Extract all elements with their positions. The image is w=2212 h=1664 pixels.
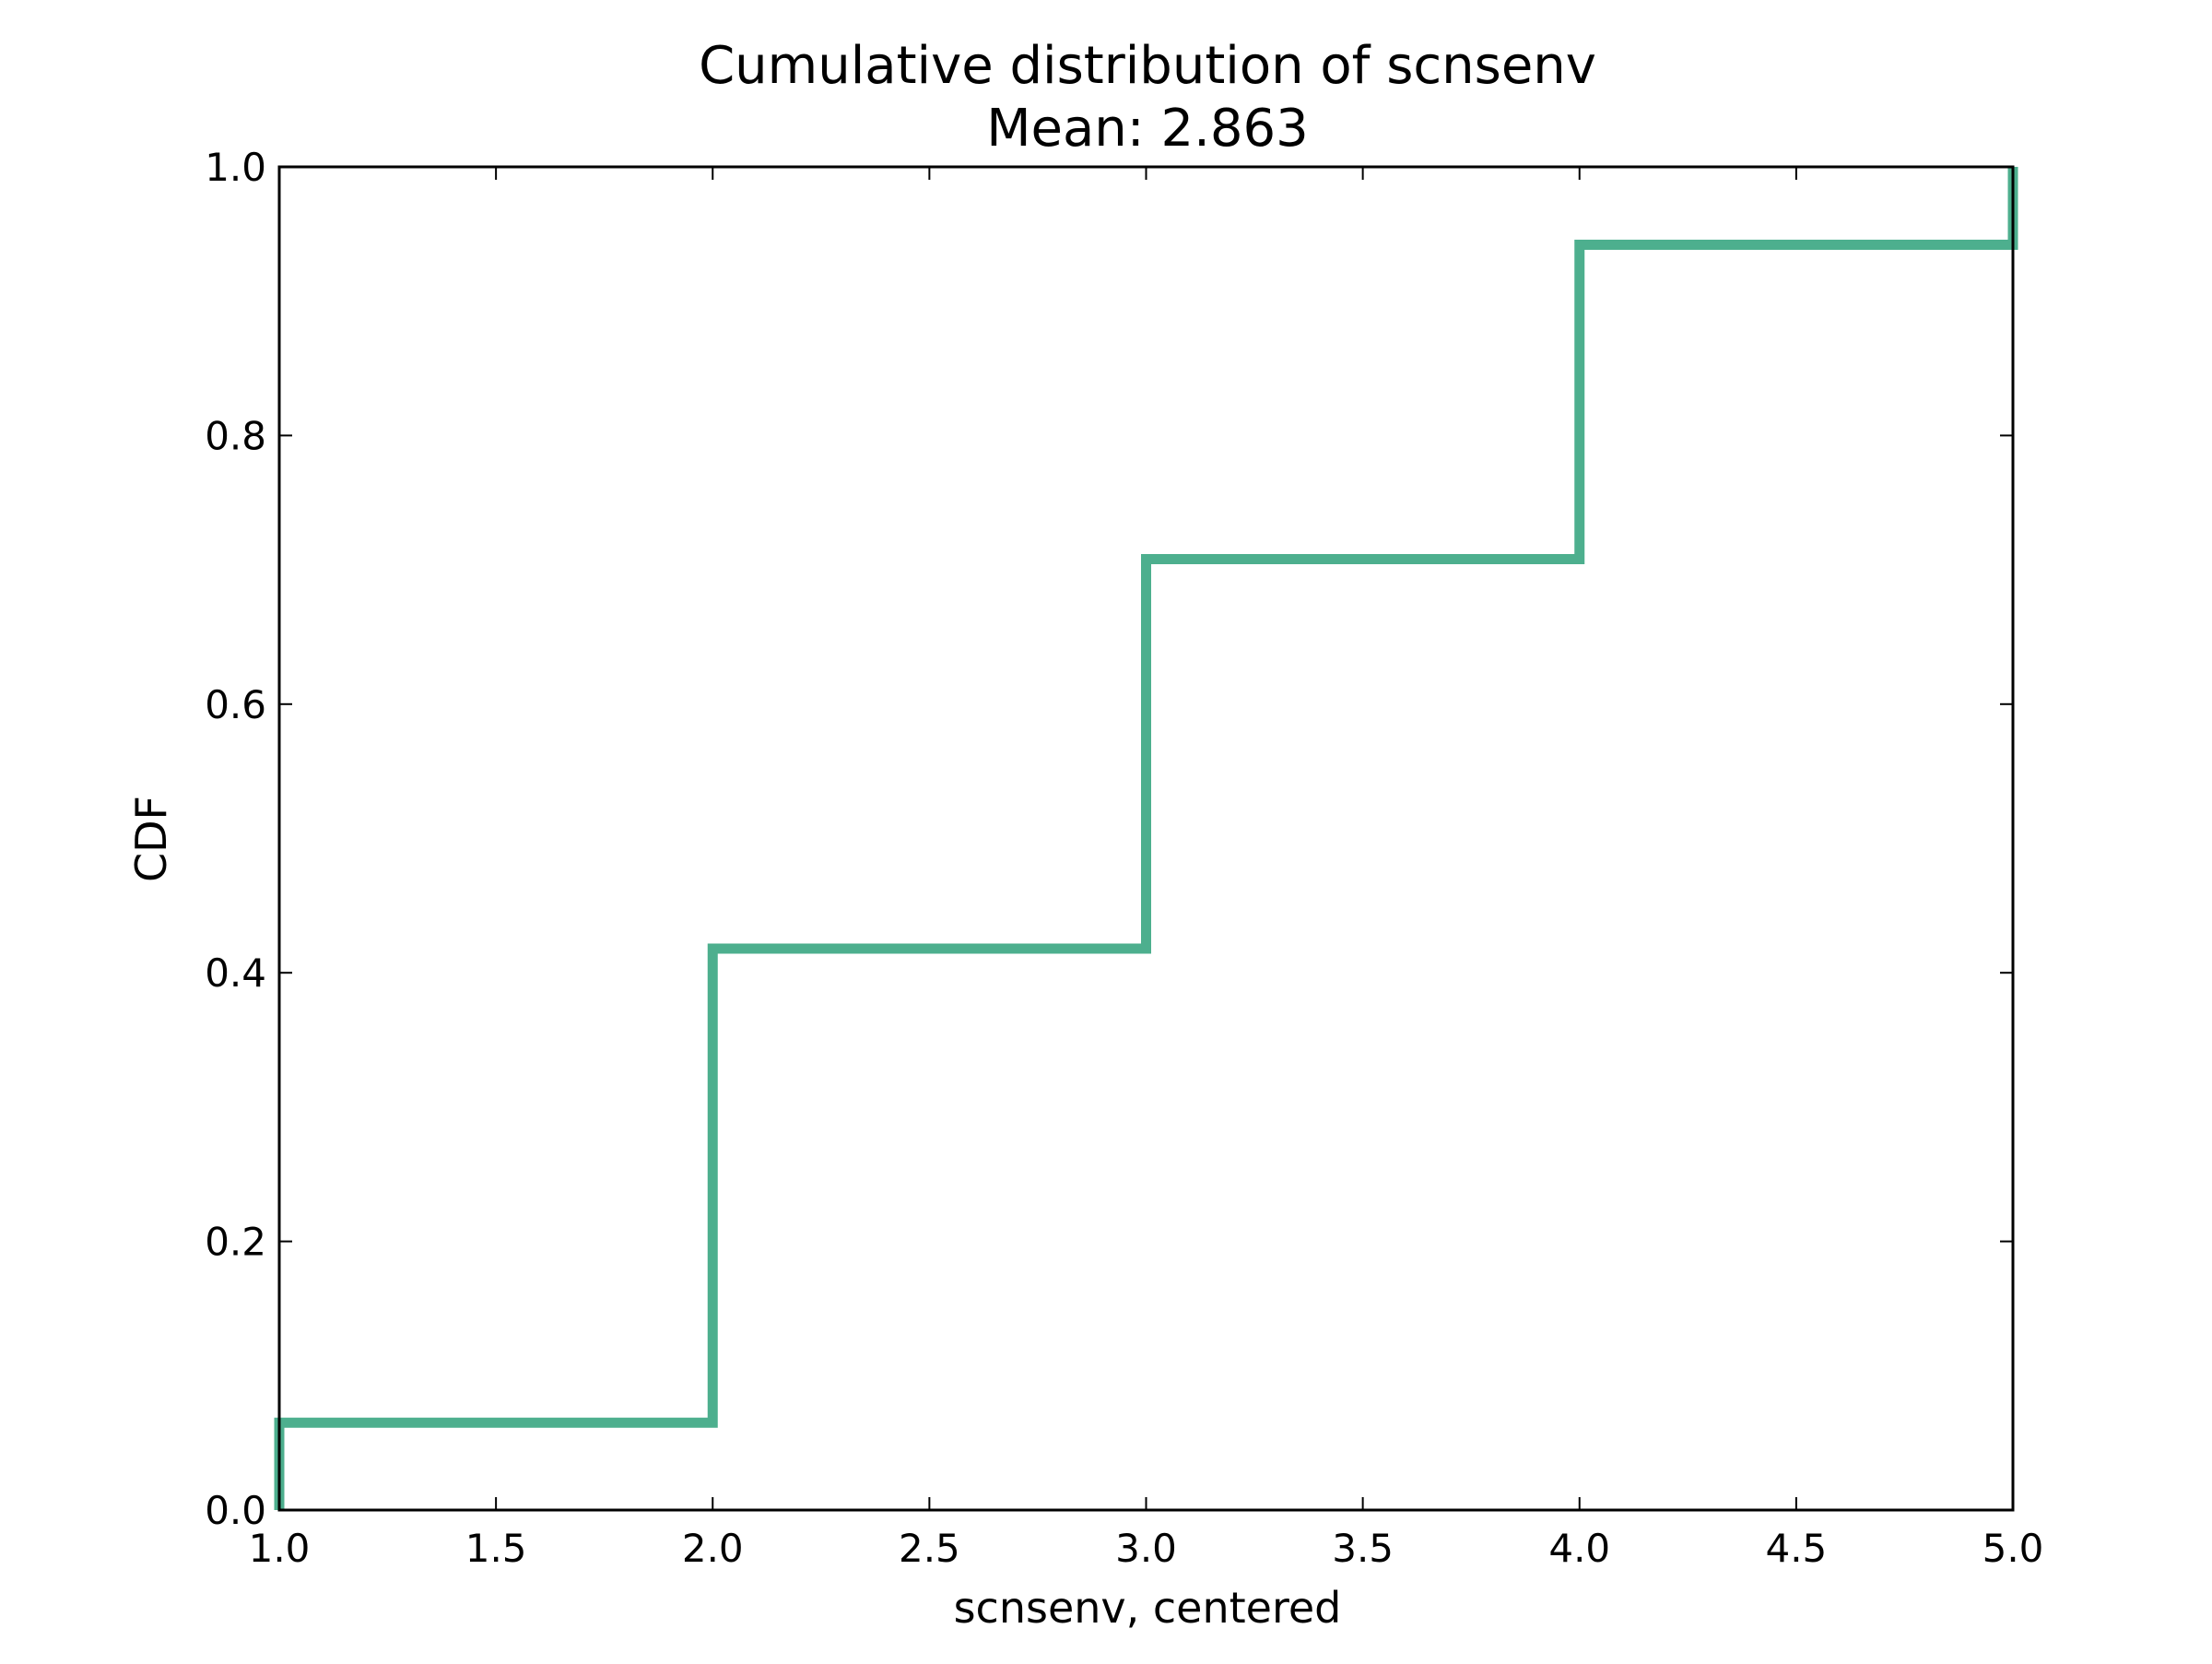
series-layer <box>274 167 2018 1510</box>
x-tick-label: 1.0 <box>249 1526 311 1571</box>
y-tick-label: 0.6 <box>205 682 266 727</box>
x-tick-label: 1.5 <box>465 1526 527 1571</box>
y-tick-label: 0.8 <box>205 413 266 458</box>
x-tick-label: 4.0 <box>1548 1526 1610 1571</box>
y-tick-label: 0.0 <box>205 1488 266 1533</box>
plot-frame <box>277 165 2015 1512</box>
ticks-layer: 1.0 1.5 2.0 2.5 3.0 3.5 4.0 4.5 5.0 0.0 0.2 0.4 0.6 0… <box>205 145 2043 1571</box>
y-axis-label: CDF <box>126 796 176 882</box>
y-tick-label: 1.0 <box>205 145 266 190</box>
y-tick-label: 0.4 <box>205 950 266 996</box>
x-tick-label: 5.0 <box>1983 1526 2044 1571</box>
x-tick-label: 2.5 <box>899 1526 960 1571</box>
y-tick-label: 0.2 <box>205 1220 266 1265</box>
x-tick-label: 3.0 <box>1115 1526 1177 1571</box>
x-axis-label: scnsenv, centered <box>954 1583 1342 1633</box>
x-tick-label: 3.5 <box>1332 1526 1394 1571</box>
x-tick-label: 4.5 <box>1765 1526 1827 1571</box>
chart-subtitle: Mean: 2.863 <box>986 99 1309 159</box>
x-tick-label: 2.0 <box>682 1526 744 1571</box>
cdf-step-line <box>274 167 2018 1510</box>
chart-title: Cumulative distribution of scnsenv <box>699 36 1596 96</box>
